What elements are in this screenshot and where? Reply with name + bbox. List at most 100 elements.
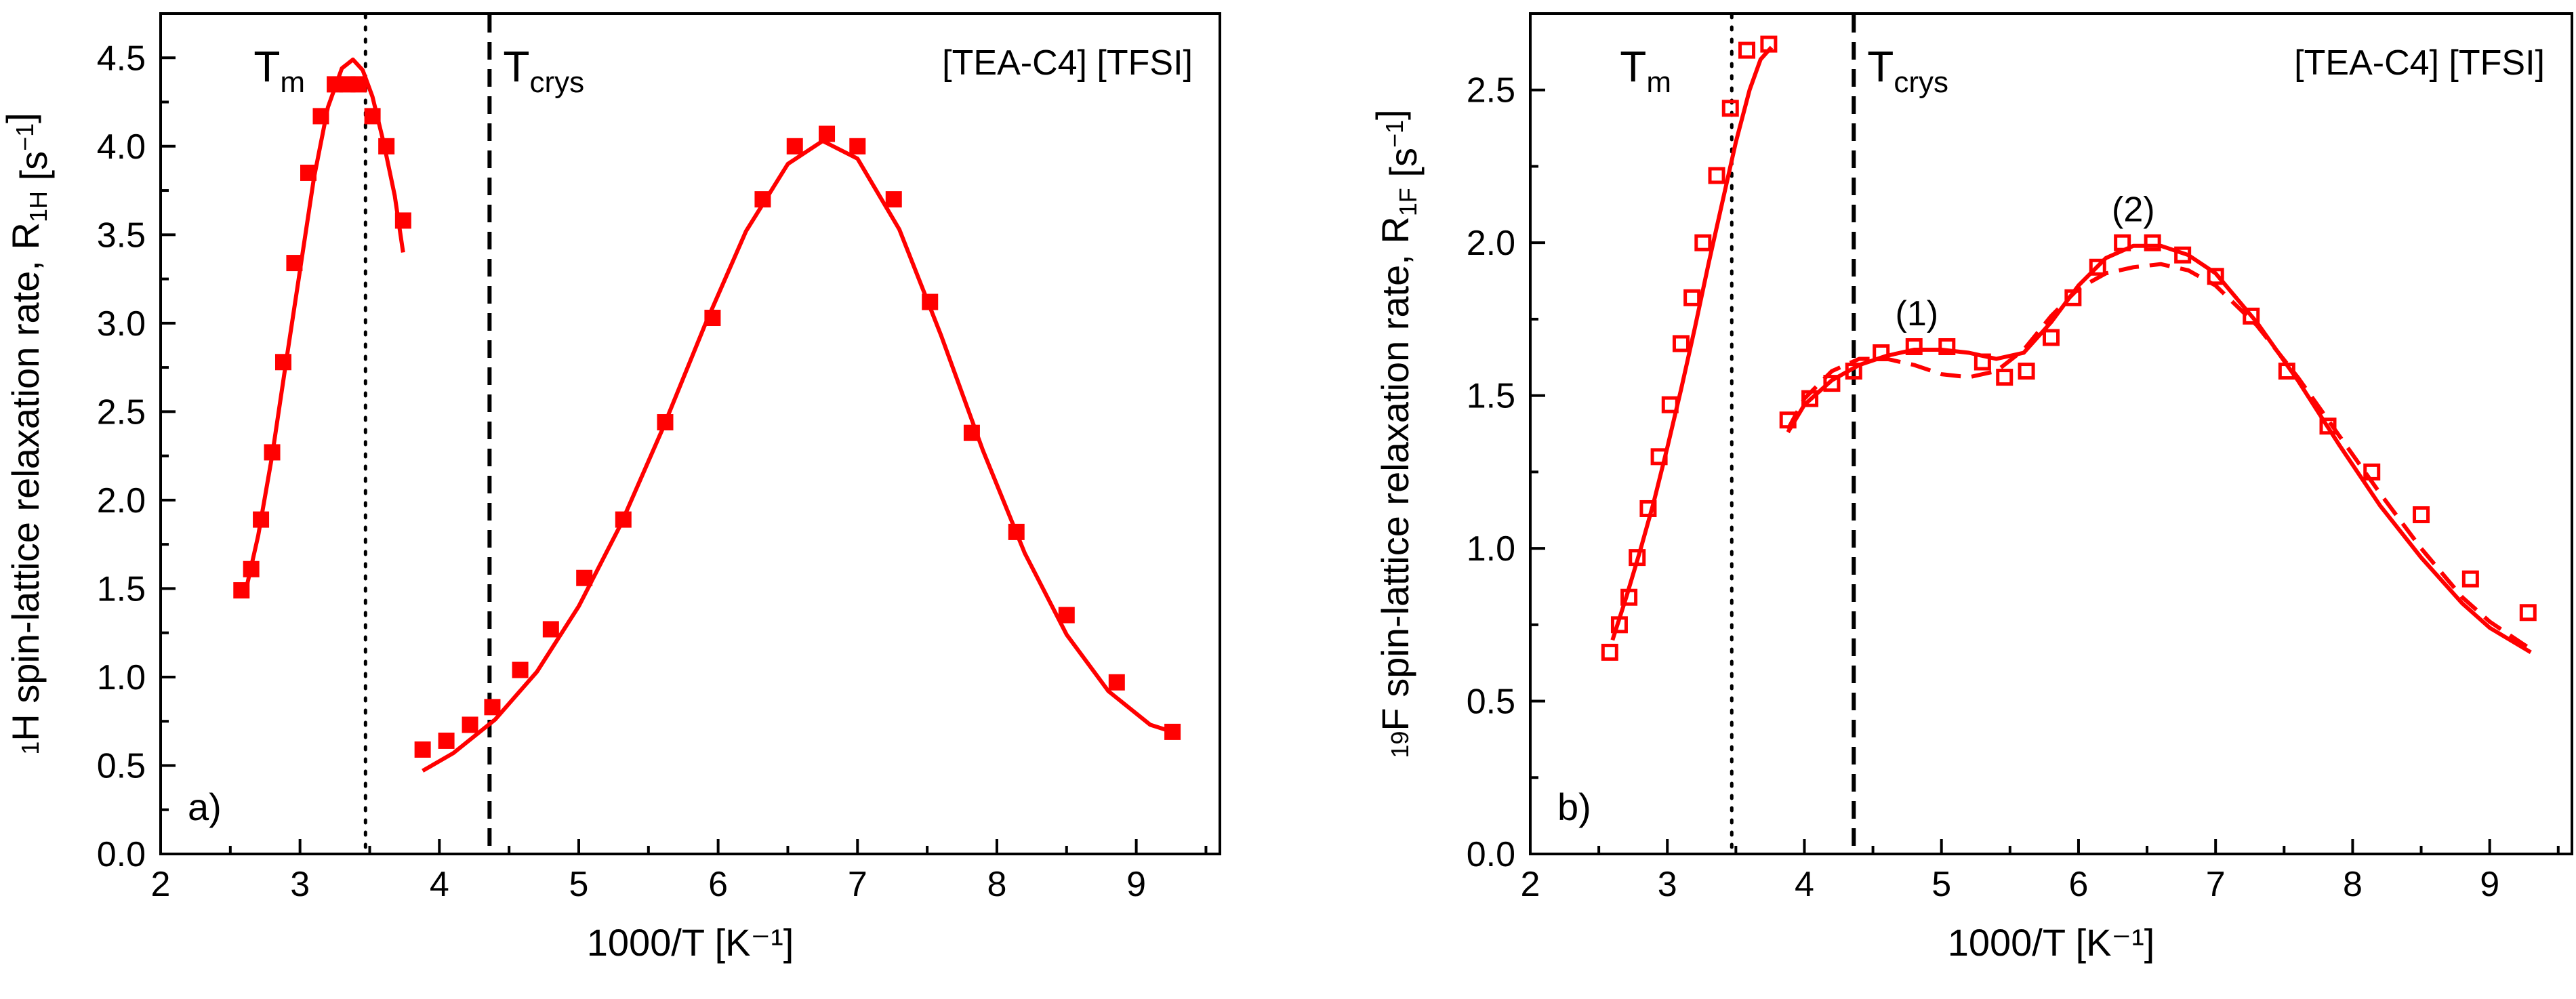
y-tick-label: 0.5 <box>97 746 146 786</box>
data-point <box>512 661 529 678</box>
tcrys-label: Tcrys <box>1867 42 1948 99</box>
x-tick-label: 3 <box>290 865 310 904</box>
data-point <box>1639 500 1657 517</box>
data-point <box>1708 167 1725 184</box>
data-point <box>1738 41 1756 59</box>
sample-annotation: [TEA-C4] [TFSI] <box>2294 43 2545 83</box>
x-tick-label: 7 <box>848 865 867 904</box>
data-point <box>2043 329 2060 346</box>
tm-label: Tm <box>253 42 305 99</box>
y-tick-label: 4.5 <box>97 39 146 78</box>
data-point <box>885 191 902 208</box>
data-point <box>438 732 455 749</box>
data-point <box>1760 35 1778 53</box>
data-point <box>264 444 281 461</box>
y-tick-label: 1.0 <box>97 658 146 697</box>
data-point <box>963 424 980 441</box>
data-point <box>1905 338 1923 355</box>
tm-label: Tm <box>1620 42 1671 99</box>
data-point <box>2207 268 2224 285</box>
data-point <box>243 560 260 577</box>
data-point <box>1873 344 1890 362</box>
data-point <box>286 255 303 272</box>
data-point <box>1996 369 2013 386</box>
data-point <box>1672 335 1690 352</box>
data-point <box>819 125 836 142</box>
data-point <box>542 621 559 638</box>
y-tick-label: 0.0 <box>1467 835 1515 874</box>
data-point <box>1058 607 1075 624</box>
data-point <box>2064 289 2082 306</box>
x-tick-label: 4 <box>1795 865 1814 904</box>
data-point <box>2174 246 2192 264</box>
data-point <box>253 511 270 528</box>
data-point <box>1008 523 1025 540</box>
data-point <box>1801 390 1819 407</box>
x-tick-label: 4 <box>430 865 449 904</box>
y-tick-label: 0.5 <box>1467 682 1515 722</box>
panel-label: a) <box>188 786 222 828</box>
data-point <box>754 191 771 208</box>
data-point <box>2243 307 2260 325</box>
sample-annotation: [TEA-C4] [TFSI] <box>942 43 1193 83</box>
data-point <box>2413 506 2430 523</box>
data-point <box>2461 570 2479 588</box>
tcrys-label: Tcrys <box>503 42 584 99</box>
chart-panel-a: 2 3 4 5 6 7 8 9 0.0 0.5 1.0 1.5 2.0 2.5 3.0 3.5 4.0 4.5 10… <box>0 12 1221 964</box>
data-point <box>300 164 316 181</box>
data-point <box>1601 643 1618 661</box>
data-point <box>1164 723 1181 740</box>
data-point <box>1650 448 1668 466</box>
data-point <box>2114 234 2131 251</box>
x-tick-label: 5 <box>1931 865 1951 904</box>
x-tick-label: 9 <box>1126 865 1146 904</box>
data-point <box>2018 363 2035 380</box>
x-axis-label: 1000/T [K⁻¹] <box>587 921 794 964</box>
data-point <box>1620 588 1638 606</box>
data-point <box>849 138 866 155</box>
data-point <box>2519 604 2537 621</box>
data-point <box>1694 234 1712 251</box>
y-tick-label: 2.0 <box>97 481 146 521</box>
data-point <box>704 310 721 327</box>
peak-label: (1) <box>1896 294 1939 333</box>
data-point <box>615 511 632 528</box>
data-point <box>462 716 478 733</box>
panel-label: b) <box>1557 786 1591 828</box>
x-tick-label: 7 <box>2206 865 2226 904</box>
x-tick-label: 9 <box>2480 865 2499 904</box>
y-tick-label: 2.0 <box>1467 224 1515 263</box>
data-point <box>786 138 803 155</box>
y-tick-label: 3.5 <box>97 216 146 255</box>
data-point <box>2089 258 2106 276</box>
x-tick-label: 8 <box>987 865 1006 904</box>
data-point <box>2319 417 2337 435</box>
y-tick-label: 0.0 <box>97 835 146 874</box>
y-axis-label: 1H spin-lattice relaxation rate, R1H [s−… <box>0 113 55 754</box>
data-point <box>1610 616 1628 634</box>
x-tick-label: 3 <box>1658 865 1677 904</box>
data-point <box>1683 289 1701 306</box>
data-point <box>1974 353 1991 371</box>
y-tick-label: 4.0 <box>97 127 146 167</box>
data-point <box>1938 338 1956 355</box>
y-tick-label: 1.5 <box>97 569 146 609</box>
x-tick-label: 5 <box>569 865 589 904</box>
data-point <box>394 212 411 229</box>
x-tick-label: 6 <box>2068 865 2088 904</box>
y-tick-label: 2.5 <box>97 392 146 432</box>
y-tick-label: 1.0 <box>1467 529 1515 569</box>
data-point <box>657 414 674 431</box>
data-point <box>922 293 939 310</box>
data-point <box>1845 363 1862 380</box>
x-tick-label: 2 <box>1521 865 1540 904</box>
x-tick-label: 2 <box>151 865 171 904</box>
y-tick-label: 1.5 <box>1467 377 1515 416</box>
chart-panel-b: 2 3 4 5 6 7 8 9 0.0 0.5 1.0 1.5 2.0 2.5 1000/T [K⁻¹] 19… <box>1368 12 2573 964</box>
x-tick-label: 8 <box>2343 865 2363 904</box>
x-axis-label: 1000/T [K⁻¹] <box>1948 921 2155 964</box>
data-point <box>2278 363 2295 380</box>
data-point <box>364 108 381 125</box>
peak-label: (2) <box>2112 190 2155 230</box>
